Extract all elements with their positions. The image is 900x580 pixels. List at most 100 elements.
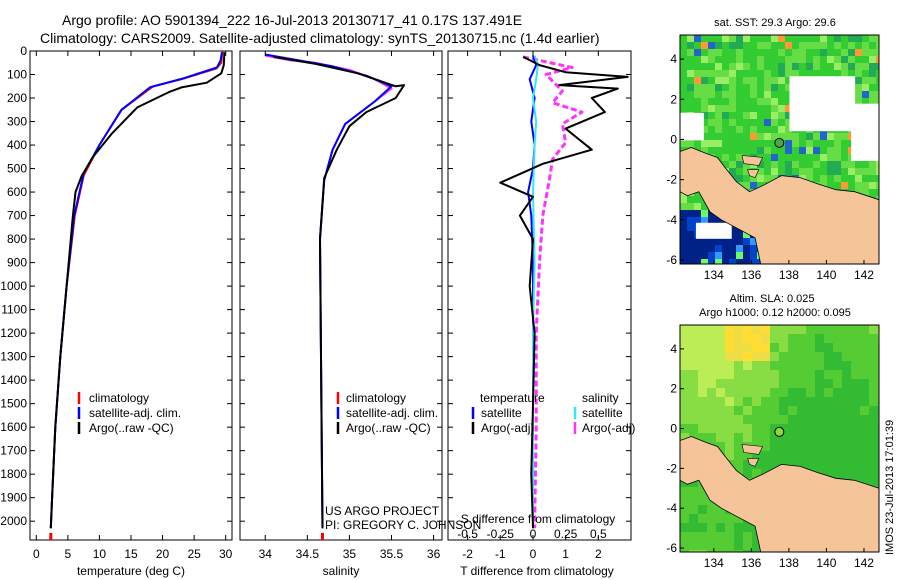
temperature-series-climatology [49,50,224,529]
sla-map-island [747,458,760,467]
temperature-ytick-label: 1400 [0,373,27,387]
salinity-series-satellite-adj-clim- [265,53,393,529]
sst-map-field [680,35,879,264]
salinity-xtick-label: 35.5 [380,547,404,561]
sst-map-float-marker [774,137,785,148]
temperature-xtick-label: 20 [156,547,170,561]
sal-legend-argo-label: Argo(..raw -QC) [346,421,431,435]
salinity-series-argo-raw-qc- [273,55,406,529]
sla-map-ytick-label: -6 [666,541,677,555]
difference-s-xtick-label: 0 [530,527,537,541]
difference-plot [499,55,629,529]
sst-map-ytick-label: 4 [670,52,677,66]
sla-map-ytick-label: -2 [666,461,677,475]
sla-map-ytick-label: 2 [670,382,677,396]
sst-map-title: sat. SST: 29.3 Argo: 29.6 [714,17,836,29]
salinity-xtick-label: 34 [259,547,273,561]
temperature-ytick-label: 1600 [0,420,27,434]
temperature-xtick-label: 30 [219,547,233,561]
sal-legend-satellite-label: satellite-adj. clim. [346,406,438,420]
sla-map-xtick-label: 142 [854,556,874,570]
sst-map-land [680,147,879,264]
sla-map-ytick-label: -4 [666,501,677,515]
difference-xlabel-top: S difference from climatology [461,512,616,526]
difference-s-xtick-label: -0.5 [457,527,478,541]
temperature-ytick-label: 1000 [0,279,27,293]
temperature-ytick-label: 1300 [0,350,27,364]
sst-map-island [747,169,760,178]
temperature-ytick-label: 1700 [0,444,27,458]
salinity-plot [265,53,406,540]
temperature-ytick-label: 1500 [0,397,27,411]
temperature-plot [49,50,226,540]
temperature-ytick-label: 300 [7,115,27,129]
sla-map-field [680,325,879,552]
legend-argo-label: Argo(..raw -QC) [89,421,174,435]
sla-map-ytick-label: 4 [670,342,677,356]
temperature-xtick-label: 10 [93,547,107,561]
diff-legend-temperature-title: temperature [480,391,545,405]
temperature-ytick-label: 1900 [0,491,27,505]
temperature-series-satellite-adj-clim- [49,52,223,529]
difference-s-xtick-label: 0.5 [590,527,607,541]
difference-xlabel: T difference from climatology [460,564,614,578]
temperature-ytick-label: 700 [7,209,27,223]
sla-map-axes: 134 136 138 140 142 4 2 0 -2 -4 -6 [666,324,880,570]
temperature-ytick-label: 400 [7,138,27,152]
sst-map-ytick-label: -2 [666,173,677,187]
difference-series-t-argo-adj- [499,56,629,529]
diff-legend-salinity-title: salinity [582,391,619,405]
salinity-xlabel: salinity [323,564,360,578]
temperature-xtick-label: 15 [124,547,138,561]
sla-map-xtick-label: 134 [704,556,724,570]
difference-xtick-label: -1 [495,547,506,561]
temperature-xtick-label: 5 [65,547,72,561]
sla-map-subtitle: Argo h1000: 0.12 h2000: 0.095 [699,307,851,319]
sla-map-xtick-label: 140 [816,556,836,570]
legend-climatology-label: climatology [89,391,149,405]
temperature-ytick-label: 0 [20,44,27,58]
sst-map-island [741,155,764,166]
temperature-ytick-label: 600 [7,185,27,199]
salinity-xtick-label: 36 [427,547,441,561]
difference-series-s-argo-adj- [522,55,584,529]
temperature-ytick-label: 1100 [1,303,27,317]
diff-legend-s-satellite-label: satellite [582,406,623,420]
project-credit: US ARGO PROJECT [325,504,440,518]
difference-xtick-label: 2 [595,547,602,561]
temperature-legend: climatology satellite-adj. clim. Argo(..… [77,391,181,435]
sst-map-xtick-label: 136 [741,268,761,282]
title-line-1: Argo profile: AO 5901394_222 16-Jul-2013… [62,12,522,28]
sla-map-land [680,436,879,552]
difference-xtick-label: 0 [530,547,537,561]
legend-satellite-label: satellite-adj. clim. [89,406,181,420]
sal-legend-climatology-label: climatology [346,391,406,405]
temperature-ytick-label: 2000 [0,514,27,528]
sla-map-island [741,444,764,455]
temperature-axes: 0 5 10 15 20 25 300100200300400500600700800900… [0,44,232,561]
temperature-xtick-label: 25 [187,547,201,561]
sla-map-float-marker [774,426,785,437]
sst-map-xtick-label: 138 [779,268,799,282]
difference-axes: -2 -0.5 -1 -0.25 0 0 1 0.25 2 0.5 [448,50,631,561]
sla-map [680,325,879,552]
imos-stamp: IMOS 23-Jul-2013 17:01:39 [884,420,896,555]
difference-s-xtick-label: 0.25 [554,527,578,541]
sst-map-ytick-label: 2 [670,92,677,106]
difference-legend: temperature satellite Argo(-adj) salinit… [471,391,635,435]
temperature-xlabel: temperature (deg C) [77,564,185,578]
salinity-xtick-label: 35 [343,547,357,561]
salinity-xtick-label: 34.5 [296,547,320,561]
sst-map-ytick-label: -4 [666,213,677,227]
sst-map-xtick-label: 134 [704,268,724,282]
difference-s-xtick-label: -0.25 [487,527,515,541]
difference-panel-frame [447,50,632,541]
sst-map-axes: 134 136 138 140 142 4 2 0 -2 -4 -6 [666,34,880,282]
temperature-ytick-label: 100 [7,68,27,82]
sst-map-frame [679,34,880,265]
diff-legend-s-argo-label: Argo(-adj) [582,421,635,435]
sst-map-xtick-label: 140 [816,268,836,282]
sst-map-xtick-label: 142 [854,268,874,282]
sst-map-ytick-label: 0 [670,132,677,146]
